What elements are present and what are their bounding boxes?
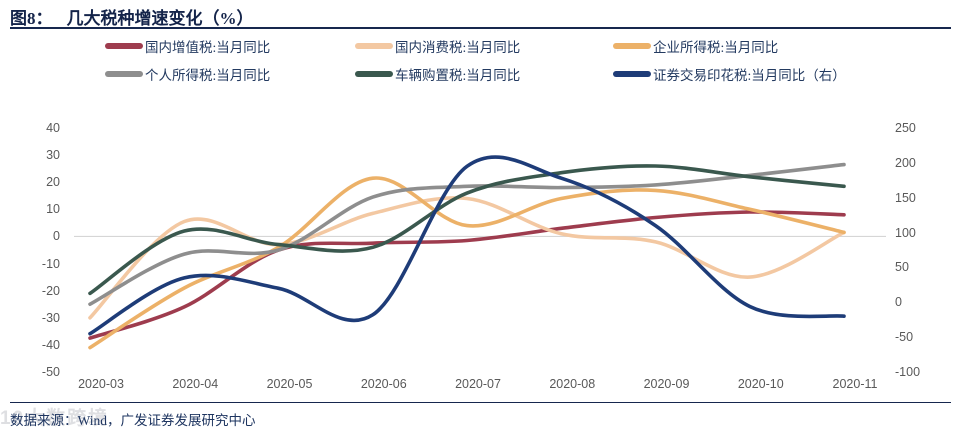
legend-item: 车辆购置税:当月同比 — [355, 66, 521, 83]
legend-marker — [105, 71, 143, 77]
x-axis-tick: 2020-10 — [737, 377, 784, 391]
right-axis-tick: -100 — [895, 365, 921, 379]
legend-label: 企业所得税:当月同比 — [653, 40, 779, 55]
left-axis-tick: 10 — [46, 202, 60, 217]
legend-label: 国内增值税:当月同比 — [145, 40, 271, 55]
legend-label: 国内消费税:当月同比 — [395, 40, 521, 55]
legend-marker — [355, 43, 393, 49]
legend-marker — [613, 43, 651, 49]
left-axis-tick: -40 — [41, 337, 60, 352]
x-axis-tick: 2020-11 — [832, 377, 878, 391]
legend-marker — [355, 71, 393, 77]
series-line-个人所得税:当月同比 — [88, 162, 846, 306]
left-axis-tick: 0 — [53, 229, 60, 244]
legend-item: 个人所得税:当月同比 — [105, 66, 271, 83]
x-axis-tick: 2020-03 — [78, 377, 124, 391]
left-axis-tick: 40 — [46, 121, 60, 135]
legend-item: 国内增值税:当月同比 — [105, 38, 271, 55]
chart-title: 图8： 几大税种增速变化（%） — [10, 4, 254, 29]
x-axis-tick: 2020-04 — [172, 377, 219, 391]
x-axis-tick: 2020-09 — [643, 377, 690, 391]
title-divider — [10, 27, 951, 29]
legend-label: 个人所得税:当月同比 — [145, 68, 271, 83]
legend-marker — [105, 43, 143, 49]
left-axis-tick: -30 — [41, 310, 60, 325]
right-axis-tick: 200 — [895, 155, 916, 170]
x-axis-tick: 2020-05 — [266, 377, 313, 391]
legend-label: 证券交易印花税:当月同比（右） — [653, 68, 846, 83]
left-axis-tick: 20 — [46, 175, 60, 190]
legend-item: 国内消费税:当月同比 — [355, 38, 521, 55]
series-line-证券交易印花税:当月同比（右） — [88, 155, 846, 336]
right-axis-tick: 250 — [895, 121, 916, 135]
left-axis-tick: -20 — [41, 283, 60, 298]
series-line-国内增值税:当月同比 — [88, 210, 846, 340]
right-axis-tick: 100 — [895, 225, 916, 240]
legend-label: 车辆购置税:当月同比 — [395, 68, 521, 83]
legend-marker — [613, 71, 651, 77]
series-line-车辆购置税:当月同比 — [88, 164, 846, 296]
series-line-国内消费税:当月同比 — [88, 196, 846, 320]
x-axis-tick: 2020-07 — [455, 377, 501, 391]
left-axis-tick: -50 — [41, 365, 60, 379]
legend-item: 证券交易印花税:当月同比（右） — [613, 66, 846, 83]
figure-number: 图8： — [10, 9, 53, 28]
left-axis-tick: 30 — [46, 148, 60, 163]
right-axis-tick: 0 — [895, 295, 902, 310]
data-source-note: 数据来源：Wind，广发证券发展研究中心 — [10, 413, 256, 428]
right-axis-tick: 150 — [895, 190, 916, 205]
left-axis-tick: -10 — [41, 256, 60, 271]
x-axis-tick: 2020-06 — [360, 377, 407, 391]
legend-item: 企业所得税:当月同比 — [613, 38, 779, 55]
series-line-企业所得税:当月同比 — [88, 176, 846, 350]
x-axis-tick: 2020-08 — [549, 377, 596, 391]
footer-divider — [10, 402, 951, 404]
chart-legend: 国内增值税:当月同比 国内消费税:当月同比 企业所得税:当月同比个人所得税:当月同比… — [0, 38, 961, 94]
right-axis-tick: 50 — [895, 260, 909, 275]
figure-title-text: 几大税种增速变化（%） — [66, 9, 254, 28]
right-axis-tick: -50 — [895, 330, 914, 345]
